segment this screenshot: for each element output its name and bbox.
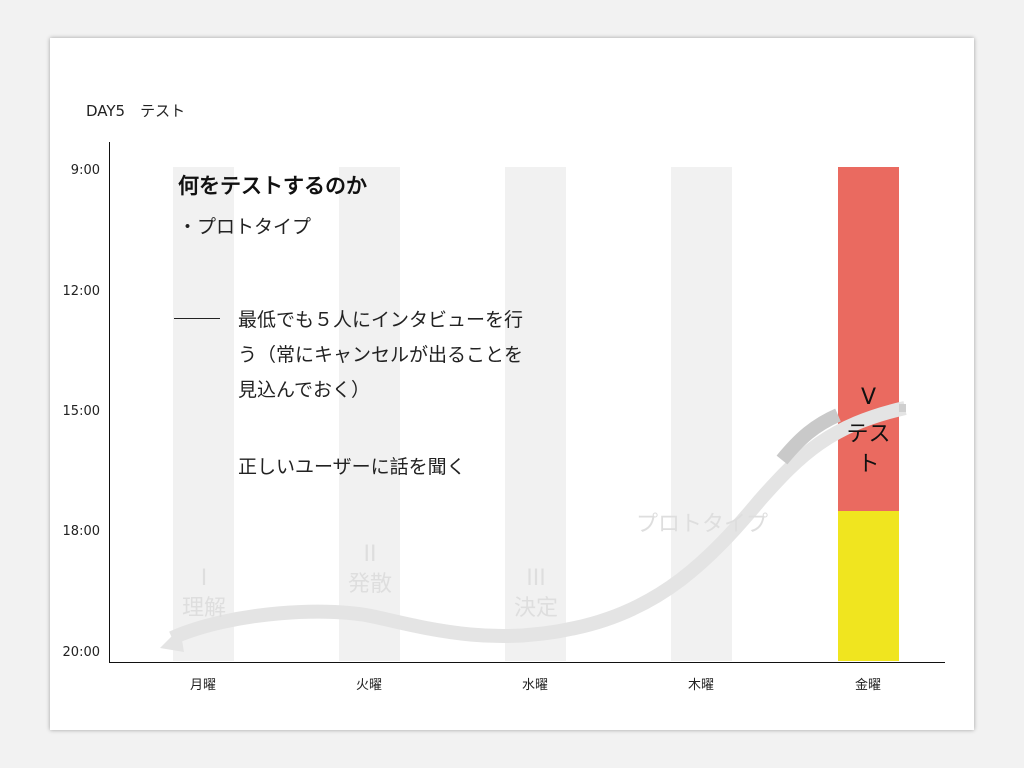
phase-3-text: 決定 (513, 596, 558, 621)
phase-4-label: プロトタイプ (612, 510, 792, 540)
content-subheading: ・プロトタイプ (178, 216, 312, 238)
phase-5-text: テスト (846, 422, 891, 477)
phase-3-label: III 決定 (491, 564, 581, 624)
note-line-2: 正しいユーザーに話を聞く (238, 456, 466, 478)
x-tick-label: 水曜 (521, 678, 548, 693)
x-axis-line (109, 662, 945, 663)
content-heading: 何をテストするのか (178, 174, 367, 198)
y-tick-label: 15:00 (62, 404, 100, 419)
y-tick-label: 20:00 (62, 645, 100, 660)
friday-test-block (838, 167, 899, 511)
x-tick-label: 火曜 (355, 678, 382, 693)
phase-5-num: V (860, 385, 877, 410)
phase-1-num: I (200, 566, 208, 591)
phase-2-num: II (363, 542, 377, 567)
phase-3-num: III (526, 566, 546, 591)
tuesday-column (339, 167, 400, 661)
y-axis-line (109, 142, 110, 663)
note-dash (174, 318, 220, 319)
phase-2-text: 発散 (347, 572, 392, 597)
phase-1-text: 理解 (181, 596, 226, 621)
x-tick-label: 金曜 (854, 678, 881, 693)
phase-1-label: I 理解 (159, 564, 249, 624)
phase-4-text: プロトタイプ (635, 512, 768, 537)
y-tick-label: 18:00 (62, 524, 100, 539)
monday-column (173, 167, 234, 661)
x-tick-label: 月曜 (189, 678, 216, 693)
note-line: う（常にキャンセルが出ることを (238, 344, 524, 366)
friday-evening-block (838, 511, 899, 661)
x-tick-label: 木曜 (687, 678, 714, 693)
note-line: 最低でも５人にインタビューを行 (238, 309, 524, 331)
slide-title: DAY5 テスト (86, 102, 186, 120)
y-tick-label: 9:00 (70, 163, 100, 178)
wednesday-column (505, 167, 566, 661)
phase-2-label: II 発散 (325, 540, 415, 600)
note-line: 見込んでおく） (238, 379, 371, 401)
y-tick-label: 12:00 (62, 284, 100, 299)
